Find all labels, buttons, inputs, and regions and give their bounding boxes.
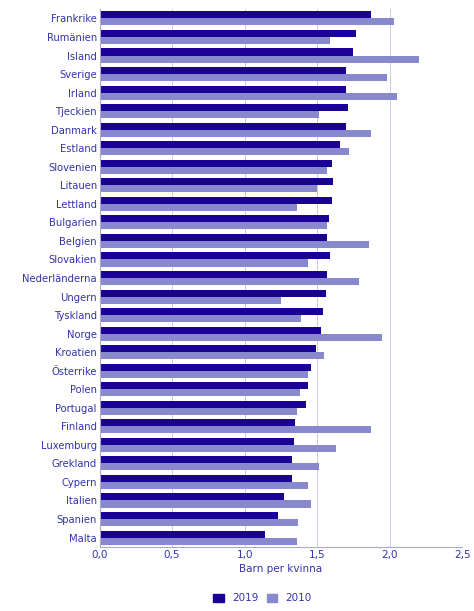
Bar [100,438,294,445]
Bar [100,18,394,26]
Bar [100,278,359,285]
Bar [100,371,309,378]
Bar [100,512,278,519]
Bar [100,222,327,229]
Bar [100,178,333,185]
Bar [100,456,292,463]
Bar [100,86,346,93]
Bar [100,382,309,389]
Bar [100,401,306,408]
Bar [100,296,281,304]
Bar [100,290,326,296]
Bar [100,111,319,118]
Bar [100,12,371,18]
Bar [100,364,311,371]
Bar [100,260,309,266]
Bar [100,104,347,111]
Bar [100,389,300,397]
Bar [100,234,327,241]
Bar [100,48,353,56]
Bar [100,352,324,359]
Bar [100,494,284,500]
X-axis label: Barn per kvinna: Barn per kvinna [239,564,322,574]
Bar [100,475,292,482]
Bar [100,197,332,204]
Bar [100,148,349,155]
Bar [100,271,327,278]
Bar [100,426,371,433]
Bar [100,500,311,508]
Bar [100,204,297,211]
Bar [100,327,321,334]
Bar [100,519,298,526]
Bar [100,130,371,137]
Bar [100,67,346,74]
Bar [100,419,295,426]
Bar [100,141,340,148]
Bar [100,74,387,81]
Bar [100,241,369,248]
Bar [100,167,327,174]
Legend: 2019, 2010: 2019, 2010 [213,593,312,604]
Bar [100,345,316,352]
Bar [100,252,330,260]
Bar [100,123,346,130]
Bar [100,30,356,37]
Bar [100,530,265,538]
Bar [100,56,419,62]
Bar [100,463,319,470]
Bar [100,334,383,341]
Bar [100,482,309,489]
Bar [100,315,301,322]
Bar [100,445,336,452]
Bar [100,308,323,315]
Bar [100,93,397,100]
Bar [100,538,297,544]
Bar [100,408,297,415]
Bar [100,159,332,167]
Bar [100,37,330,44]
Bar [100,215,328,222]
Bar [100,185,317,192]
